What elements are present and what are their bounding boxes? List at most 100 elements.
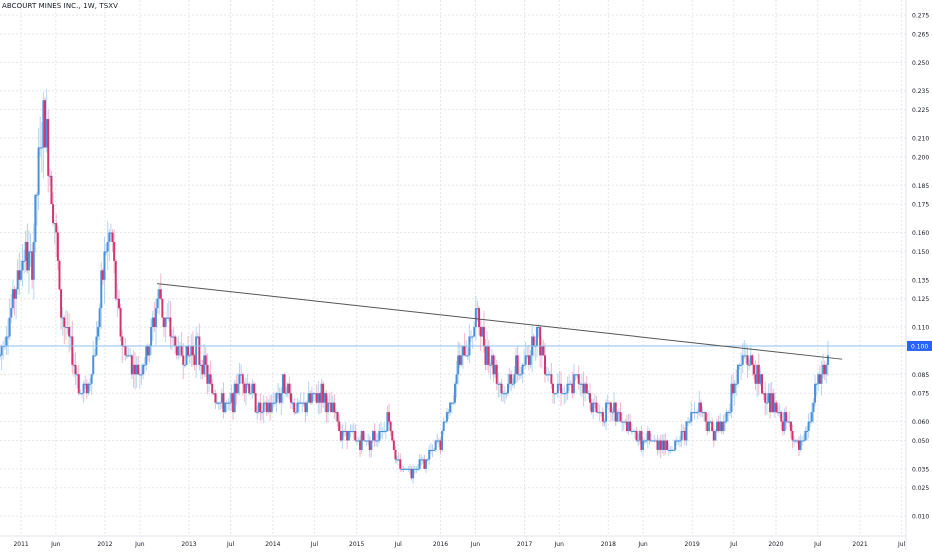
candle-body [72,364,75,366]
candle-body [505,393,508,395]
candle-body [789,421,792,432]
candle-body [474,308,477,328]
candle-body [101,270,104,280]
candle-body [375,440,378,442]
candle-body [564,393,567,395]
candle-body [145,345,148,365]
candle-body [148,345,151,356]
candle-body [759,374,762,384]
y-tick-label: 0.050 [912,438,929,445]
candle-body [818,374,821,384]
candle-body [814,383,817,403]
candle-body [92,355,95,375]
candle-body [347,431,350,441]
candle-body [648,431,651,441]
candle-body [151,317,154,328]
candle-body [182,355,185,365]
candle-body [743,355,746,357]
x-tick-label: Jul [813,541,822,548]
y-tick-label: 0.110 [912,325,929,332]
candle-body [307,393,310,403]
candle-body [77,374,80,394]
candle-body [190,345,193,356]
candle-body [518,374,521,376]
candle-body [306,402,309,413]
candle-body [37,147,40,195]
candle-body [132,364,135,375]
candle-body [283,374,286,394]
candle-body [236,383,239,394]
x-tick-label: Jul [729,541,738,548]
x-tick-label: 2012 [97,541,112,548]
candle-body [227,402,230,404]
candle-body [351,431,354,433]
candle-body [246,383,249,385]
candle-body [362,431,365,441]
candle-body [552,383,555,394]
candle-body [449,402,452,413]
candle-body [392,440,395,450]
candle-body [130,355,133,375]
candle-body [757,364,760,384]
chart-title: ABCOURT MINES INC., 1W, TSXV [2,2,119,10]
candle-body [82,383,85,394]
candle-body [129,355,132,357]
candle-body [64,327,67,329]
candle-body [685,421,688,441]
candle-body [807,421,810,432]
candle-body [744,355,747,357]
y-tick-label: 0.125 [912,296,929,303]
price-tag [907,340,932,351]
candle-body [328,402,331,404]
candle-body [630,431,633,433]
candle-body [764,393,767,403]
candle-body [598,412,601,414]
candle-body [196,336,199,338]
candle-body [732,383,735,394]
candle-body [138,374,141,376]
candle-body [457,355,460,375]
candle-body [153,317,156,328]
candle-body [211,383,214,394]
candle-body [286,383,289,394]
candle-body [497,383,500,385]
candle-body [98,308,101,328]
candle-body [158,289,161,299]
price-axis[interactable]: 0.010 0.025 0.035 0.050 0.060 0.075 0.085 0.100… [905,0,932,550]
candle-body [703,412,706,414]
candle-body [309,393,312,403]
candle-body [383,431,386,433]
y-tick-label: 0.025 [912,485,929,492]
candle-body [172,336,175,338]
candle-body [478,308,481,328]
candle-body [719,421,722,432]
candle-body [334,412,337,414]
candle-body [180,345,183,356]
candle-body [473,327,476,337]
candle-body [219,402,222,404]
time-axis[interactable]: 2011 Jun 2012 Jun 2013 Jul 2014 Jul 2015 Jul 2016 J… [0,535,906,548]
candle-body [675,440,678,442]
candle-body [280,393,283,403]
candle-body [191,345,194,356]
candle-body [605,402,608,422]
candle-body [159,289,162,299]
candle-body [230,393,233,403]
candle-body [378,431,381,441]
candle-body [736,364,739,384]
x-tick-label: Jul [226,541,235,548]
candle-body [55,223,58,233]
candle-body [513,374,516,384]
candle-body [555,393,558,395]
candle-body [11,289,14,309]
candle-body [558,383,561,385]
candle-body [761,374,764,394]
candle-body [80,393,83,395]
candle-body [691,412,694,414]
candle-body [690,412,693,422]
candle-body [87,383,90,394]
candle-body [296,402,299,413]
candle-body [331,402,334,413]
